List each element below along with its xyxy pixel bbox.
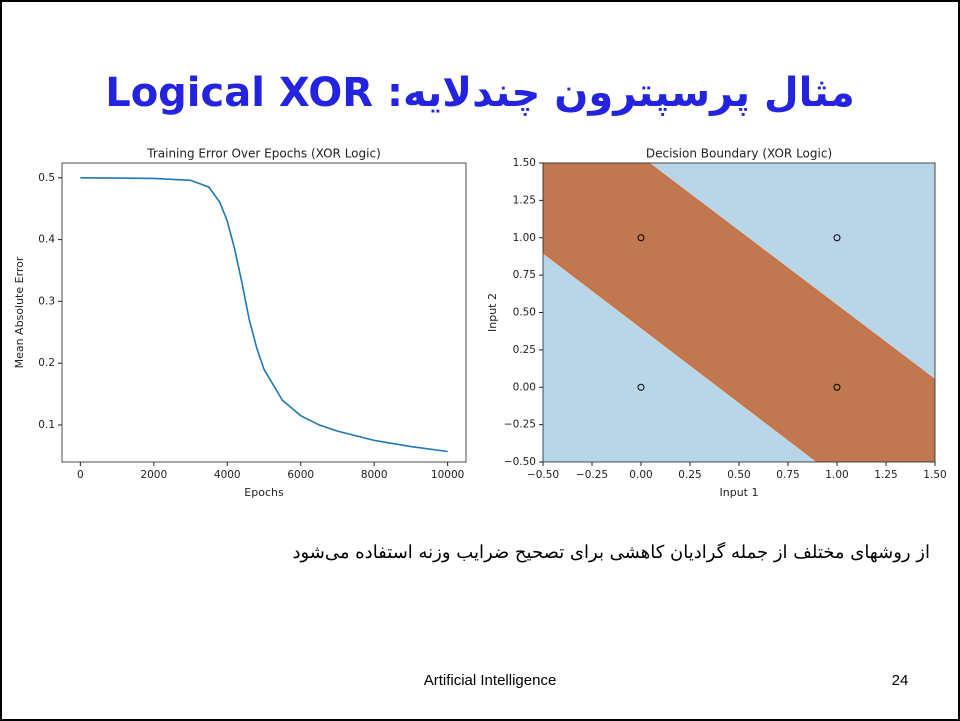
- data-point: [833, 234, 841, 242]
- decision-boundary: [648, 162, 936, 381]
- body-text: از روشهای مختلف از جمله گرادیان کاهشی بر…: [292, 541, 930, 563]
- footer: Artificial Intelligence: [424, 672, 557, 689]
- y-tick-label: 0.25: [513, 344, 536, 356]
- y-tick-label: 0.75: [513, 269, 536, 281]
- x-tick-label: 1.25: [874, 469, 897, 481]
- x-tick-label: 1.00: [825, 469, 848, 481]
- y-tick-label: 0.5: [38, 172, 55, 184]
- plot-frame: [542, 162, 936, 463]
- y-tick-label: 1.25: [513, 194, 536, 206]
- y-tick-label: −0.50: [504, 456, 536, 468]
- x-axis-label: Epochs: [244, 486, 284, 499]
- y-tick-label: 0.3: [38, 295, 55, 307]
- x-tick-label: 0: [77, 469, 84, 481]
- x-tick-label: 6000: [287, 469, 314, 481]
- chart-title: Decision Boundary (XOR Logic): [646, 147, 832, 161]
- y-axis-label: Mean Absolute Error: [13, 256, 26, 368]
- x-tick-label: 0.00: [629, 469, 652, 481]
- x-tick-label: 0.75: [776, 469, 799, 481]
- chart-title: Training Error Over Epochs (XOR Logic): [146, 147, 381, 161]
- y-tick-label: 0.2: [38, 357, 55, 369]
- decision-boundary: [542, 252, 818, 463]
- y-axis-label: Input 2: [486, 293, 499, 332]
- data-point: [637, 383, 645, 391]
- y-tick-label: 0.4: [38, 234, 55, 246]
- data-point: [833, 383, 841, 391]
- data-point: [637, 234, 645, 242]
- line-series: [80, 177, 448, 453]
- y-tick-label: 1.00: [513, 232, 536, 244]
- x-axis-label: Input 1: [720, 486, 759, 499]
- x-tick-label: 4000: [214, 469, 241, 481]
- x-tick-label: 10000: [431, 469, 464, 481]
- slide-title: مثال پرسپترون چندلایه: Logical XOR: [105, 70, 855, 116]
- x-tick-label: −0.50: [527, 469, 559, 481]
- y-tick-label: −0.25: [504, 419, 536, 431]
- x-tick-label: 8000: [361, 469, 388, 481]
- y-tick-label: 1.50: [513, 157, 536, 169]
- x-tick-label: 1.50: [923, 469, 946, 481]
- x-tick-label: −0.25: [576, 469, 608, 481]
- x-tick-label: 0.25: [678, 469, 701, 481]
- plot-frame: [61, 162, 467, 463]
- x-tick-label: 0.50: [727, 469, 750, 481]
- page-number: 24: [892, 672, 909, 689]
- y-tick-label: 0.00: [513, 381, 536, 393]
- y-tick-label: 0.50: [513, 307, 536, 319]
- x-tick-label: 2000: [140, 469, 167, 481]
- y-tick-label: 0.1: [38, 419, 55, 431]
